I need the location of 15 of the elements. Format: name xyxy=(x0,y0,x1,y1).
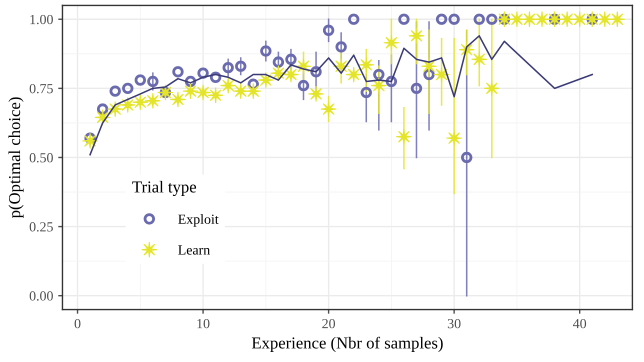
legend-title: Trial type xyxy=(132,180,196,196)
x-tick-label: 20 xyxy=(322,318,336,328)
y-tick-label: 0.75 xyxy=(30,84,53,94)
y-axis-title: p(Optimal choice) xyxy=(8,97,24,218)
y-tick-label: 1.00 xyxy=(30,14,53,24)
y-tick-label: 0.25 xyxy=(30,222,53,232)
legend-label: Exploit xyxy=(178,214,219,227)
x-tick-label: 40 xyxy=(573,318,586,328)
x-tick-label: 0 xyxy=(74,318,80,328)
x-tick-label: 30 xyxy=(448,318,461,328)
x-tick-label: 10 xyxy=(197,318,210,328)
x-axis-title: Experience (Nbr of samples) xyxy=(252,336,443,352)
y-tick-label: 0.50 xyxy=(30,153,53,162)
legend-label: Learn xyxy=(178,245,210,255)
y-tick-label: 0.00 xyxy=(30,291,53,301)
